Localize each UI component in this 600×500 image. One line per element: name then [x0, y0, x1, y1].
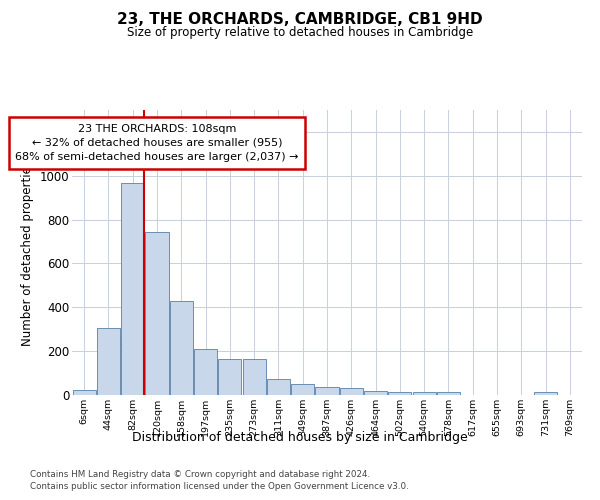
Text: Contains public sector information licensed under the Open Government Licence v3: Contains public sector information licen… — [30, 482, 409, 491]
Text: 23, THE ORCHARDS, CAMBRIDGE, CB1 9HD: 23, THE ORCHARDS, CAMBRIDGE, CB1 9HD — [117, 12, 483, 28]
Bar — [413, 392, 436, 395]
Bar — [364, 391, 387, 395]
Text: Size of property relative to detached houses in Cambridge: Size of property relative to detached ho… — [127, 26, 473, 39]
Text: 23 THE ORCHARDS: 108sqm
← 32% of detached houses are smaller (955)
68% of semi-d: 23 THE ORCHARDS: 108sqm ← 32% of detache… — [15, 124, 299, 162]
Bar — [73, 390, 95, 395]
Bar — [340, 388, 363, 395]
Bar — [437, 392, 460, 395]
Bar — [316, 388, 338, 395]
Bar — [242, 359, 266, 395]
Bar — [534, 392, 557, 395]
Bar — [218, 359, 241, 395]
Y-axis label: Number of detached properties: Number of detached properties — [21, 160, 34, 346]
Bar — [194, 349, 217, 395]
Bar — [291, 384, 314, 395]
Bar — [170, 300, 193, 395]
Bar — [145, 232, 169, 395]
Bar — [121, 184, 144, 395]
Bar — [267, 378, 290, 395]
Text: Contains HM Land Registry data © Crown copyright and database right 2024.: Contains HM Land Registry data © Crown c… — [30, 470, 370, 479]
Bar — [388, 392, 412, 395]
Bar — [97, 328, 120, 395]
Text: Distribution of detached houses by size in Cambridge: Distribution of detached houses by size … — [132, 431, 468, 444]
